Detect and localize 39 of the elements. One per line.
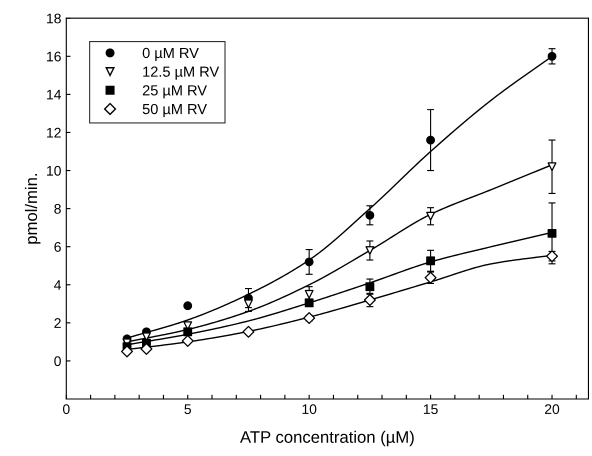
y-axis-title: pmol/min. xyxy=(24,174,40,244)
point xyxy=(365,246,374,255)
point xyxy=(183,301,192,310)
point xyxy=(548,162,556,172)
point xyxy=(182,334,194,347)
point xyxy=(365,282,374,292)
x-tick-label: 5 xyxy=(184,404,192,414)
x-tick-label: 20 xyxy=(544,404,560,414)
y-tick-label: 18 xyxy=(47,14,61,24)
legend-label: 12.5 µM RV xyxy=(143,66,220,80)
point xyxy=(304,298,314,308)
y-tick-label: 4 xyxy=(54,280,62,290)
point xyxy=(426,212,436,221)
point xyxy=(242,326,254,338)
point xyxy=(548,52,556,61)
y-tick-label: 6 xyxy=(54,242,61,252)
x-tick-label: 15 xyxy=(424,404,438,414)
y-tick-label: 14 xyxy=(47,90,62,100)
point xyxy=(244,299,253,308)
point xyxy=(183,327,192,336)
point xyxy=(304,290,314,299)
x-tick-label: 10 xyxy=(302,404,316,414)
y-tick-label: 10 xyxy=(47,166,61,176)
point xyxy=(548,228,556,238)
x-tick-label: 0 xyxy=(62,404,70,414)
point xyxy=(303,312,316,324)
y-tick-label: 2 xyxy=(54,318,61,328)
y-tick-label: 8 xyxy=(54,204,61,214)
y-tick-label: 12 xyxy=(47,128,61,138)
y-tick-label: 16 xyxy=(47,52,61,62)
point xyxy=(304,258,314,266)
legend-label: 50 µM RV xyxy=(142,104,207,118)
point xyxy=(426,136,436,145)
point xyxy=(365,210,374,220)
x-axis-title: ATP concentration (µM) xyxy=(240,430,414,446)
point xyxy=(426,256,436,266)
legend-label: 0 µM RV xyxy=(142,48,199,61)
y-tick-label: 0 xyxy=(54,356,61,366)
legend-label: 25 µM RV xyxy=(142,85,207,98)
